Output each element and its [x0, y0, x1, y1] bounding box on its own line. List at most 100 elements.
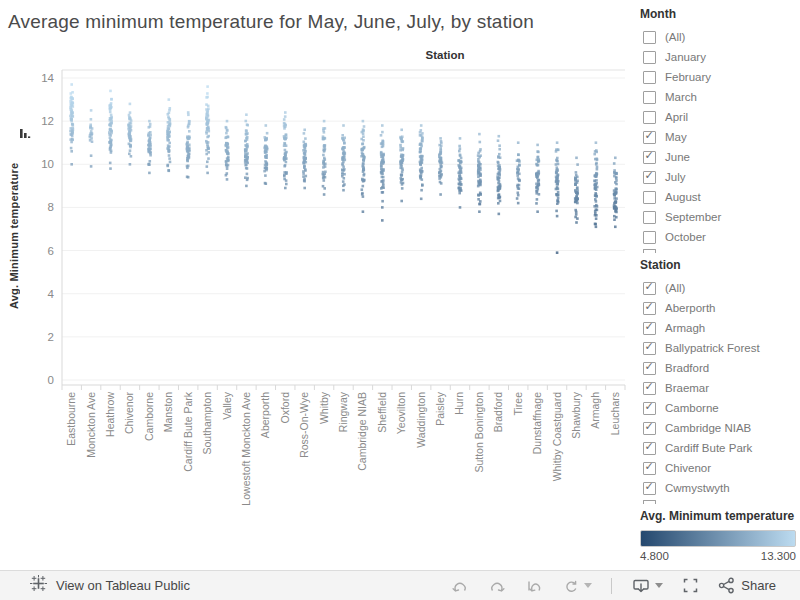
data-point[interactable]: [148, 151, 151, 154]
month-filter-item[interactable]: February: [640, 67, 798, 87]
x-axis-station-label[interactable]: Sutton Bonington: [473, 392, 485, 473]
data-point[interactable]: [575, 171, 578, 174]
x-axis-station-label[interactable]: Oxford: [279, 392, 291, 424]
data-point[interactable]: [303, 180, 306, 183]
data-point[interactable]: [596, 166, 599, 169]
data-point[interactable]: [206, 85, 209, 88]
data-point[interactable]: [129, 146, 132, 149]
data-point[interactable]: [109, 167, 112, 170]
data-point[interactable]: [556, 199, 559, 202]
data-point[interactable]: [206, 111, 209, 114]
station-filter-item[interactable]: Camborne: [640, 398, 798, 418]
checkbox-checked-icon[interactable]: [643, 482, 656, 495]
data-point[interactable]: [419, 131, 422, 134]
data-point[interactable]: [341, 169, 344, 172]
data-point[interactable]: [438, 175, 441, 178]
data-point[interactable]: [401, 141, 404, 144]
data-point[interactable]: [302, 175, 305, 178]
data-point[interactable]: [225, 149, 228, 152]
data-point[interactable]: [575, 197, 578, 200]
data-point[interactable]: [458, 175, 461, 178]
data-point[interactable]: [284, 115, 287, 118]
data-point[interactable]: [420, 189, 423, 192]
data-point[interactable]: [206, 92, 209, 95]
data-point[interactable]: [575, 221, 578, 224]
data-point[interactable]: [283, 165, 286, 168]
data-point[interactable]: [517, 194, 520, 197]
data-point[interactable]: [459, 171, 462, 174]
data-point[interactable]: [245, 185, 248, 188]
data-point[interactable]: [555, 171, 558, 174]
data-point[interactable]: [556, 183, 559, 186]
data-point[interactable]: [324, 165, 327, 168]
data-point[interactable]: [284, 111, 287, 114]
station-filter-item[interactable]: Cardiff Bute Park: [640, 438, 798, 458]
data-point[interactable]: [284, 153, 287, 156]
data-point[interactable]: [205, 108, 208, 111]
data-point[interactable]: [266, 163, 269, 166]
data-point[interactable]: [421, 159, 424, 162]
data-point[interactable]: [615, 211, 618, 214]
data-point[interactable]: [148, 120, 151, 123]
data-point[interactable]: [110, 139, 113, 142]
data-point[interactable]: [497, 177, 500, 180]
data-point[interactable]: [537, 156, 540, 159]
data-point[interactable]: [343, 142, 346, 145]
checkbox-unchecked-icon[interactable]: [643, 231, 656, 244]
data-point[interactable]: [245, 120, 248, 123]
x-axis-station-label[interactable]: Manston: [162, 392, 174, 432]
data-point[interactable]: [304, 157, 307, 160]
data-point[interactable]: [575, 213, 578, 216]
station-filter-item[interactable]: Ballypatrick Forest: [640, 338, 798, 358]
data-point[interactable]: [323, 149, 326, 152]
data-point[interactable]: [245, 113, 248, 116]
data-point[interactable]: [479, 200, 482, 203]
x-axis-station-label[interactable]: Yeovilton: [395, 392, 407, 434]
station-filter-item[interactable]: Braemar: [640, 378, 798, 398]
data-point[interactable]: [128, 114, 131, 117]
data-point[interactable]: [128, 124, 131, 127]
data-point[interactable]: [264, 182, 267, 185]
data-point[interactable]: [109, 111, 112, 114]
data-point[interactable]: [285, 179, 288, 182]
data-point[interactable]: [323, 193, 326, 196]
x-axis-station-label[interactable]: Whitby: [318, 391, 330, 424]
data-point[interactable]: [245, 133, 248, 136]
data-point[interactable]: [283, 135, 286, 138]
data-point[interactable]: [303, 165, 306, 168]
data-point[interactable]: [341, 148, 344, 151]
x-axis-station-label[interactable]: Heathrow: [104, 392, 116, 437]
data-point[interactable]: [305, 175, 308, 178]
data-point[interactable]: [227, 164, 230, 167]
data-point[interactable]: [168, 145, 171, 148]
data-point[interactable]: [362, 165, 365, 168]
data-point[interactable]: [381, 146, 384, 149]
data-point[interactable]: [283, 118, 286, 121]
data-point[interactable]: [594, 198, 597, 201]
data-point[interactable]: [244, 159, 247, 162]
data-point[interactable]: [72, 124, 75, 127]
data-point[interactable]: [498, 135, 501, 138]
data-point[interactable]: [109, 162, 112, 165]
data-point[interactable]: [459, 147, 462, 150]
checkbox-checked-icon[interactable]: [643, 342, 656, 355]
data-point[interactable]: [363, 174, 366, 177]
data-point[interactable]: [381, 131, 384, 134]
data-point[interactable]: [556, 251, 559, 254]
data-point[interactable]: [342, 152, 345, 155]
data-point[interactable]: [130, 155, 133, 158]
data-point[interactable]: [110, 151, 113, 154]
data-point[interactable]: [187, 114, 190, 117]
data-point[interactable]: [440, 149, 443, 152]
data-point[interactable]: [556, 202, 559, 205]
data-point[interactable]: [304, 146, 307, 149]
data-point[interactable]: [168, 142, 171, 145]
data-point[interactable]: [245, 129, 248, 132]
data-point[interactable]: [499, 156, 502, 159]
data-point[interactable]: [556, 141, 559, 144]
data-point[interactable]: [323, 137, 326, 140]
data-point[interactable]: [266, 132, 269, 135]
data-point[interactable]: [536, 198, 539, 201]
data-point[interactable]: [303, 141, 306, 144]
data-point[interactable]: [128, 153, 131, 156]
